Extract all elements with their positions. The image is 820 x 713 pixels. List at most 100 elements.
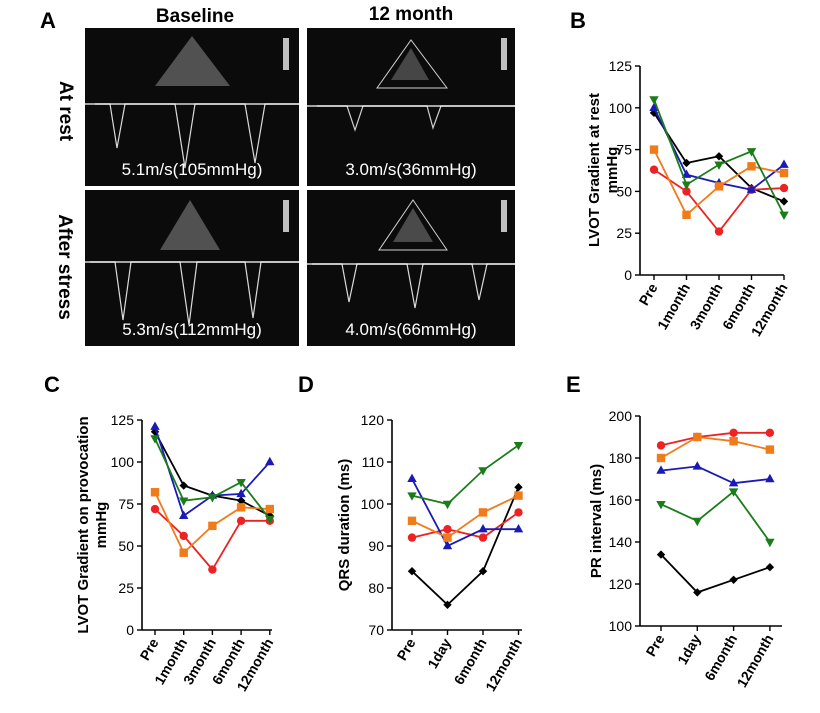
series-3 bbox=[649, 145, 789, 220]
data-point bbox=[265, 515, 275, 525]
data-point bbox=[729, 428, 738, 437]
data-point bbox=[656, 441, 666, 450]
series-2 bbox=[407, 473, 524, 550]
x-tick-label: 6month bbox=[701, 632, 740, 684]
series-0 bbox=[649, 108, 789, 206]
y-axis-label: LVOT Gradient at rest mmHg bbox=[586, 93, 621, 247]
data-point bbox=[728, 478, 739, 487]
velocity-label: 5.1m/s(105mmHg) bbox=[121, 160, 263, 179]
data-point bbox=[765, 428, 775, 437]
echo-image bbox=[307, 38, 515, 132]
echo-baseline-rest: 5.1m/s(105mmHg) bbox=[85, 28, 299, 186]
series-line bbox=[660, 465, 771, 485]
x-tick-label: Pre bbox=[393, 635, 418, 663]
y-tick-label: 125 bbox=[609, 58, 633, 74]
panel-label-d: D bbox=[298, 372, 314, 397]
y-tick-label: 180 bbox=[609, 450, 633, 466]
data-point bbox=[407, 473, 417, 482]
data-point bbox=[682, 210, 691, 220]
data-point bbox=[779, 183, 789, 193]
data-point bbox=[207, 494, 218, 503]
series-1 bbox=[649, 165, 789, 236]
y-tick-label: 100 bbox=[111, 454, 135, 470]
y-axis-label-line: LVOT Gradient on provocation bbox=[75, 416, 92, 633]
y-tick-label: 0 bbox=[624, 267, 632, 283]
y-tick-label: 90 bbox=[368, 538, 384, 554]
data-point bbox=[179, 548, 188, 557]
data-point bbox=[649, 145, 659, 154]
data-point bbox=[714, 182, 724, 191]
panel-label-b: B bbox=[570, 8, 586, 33]
data-point bbox=[729, 437, 738, 446]
y-tick-label: 125 bbox=[111, 412, 135, 428]
data-point bbox=[514, 483, 523, 492]
data-point bbox=[150, 504, 160, 514]
data-point bbox=[179, 497, 189, 506]
data-point bbox=[443, 600, 452, 609]
series-4 bbox=[150, 435, 275, 525]
y-axis-label-line: QRS duration (ms) bbox=[336, 459, 353, 592]
y-axis-label-line: PR interval (ms) bbox=[588, 464, 605, 578]
series-1 bbox=[407, 508, 523, 542]
data-point bbox=[656, 465, 666, 474]
data-point bbox=[714, 227, 724, 236]
data-point bbox=[649, 165, 659, 174]
velocity-label: 5.3m/s(112mmHg) bbox=[122, 320, 262, 339]
data-point bbox=[442, 500, 453, 510]
data-point bbox=[179, 481, 188, 490]
data-point bbox=[728, 488, 739, 497]
x-tick-label: 1day bbox=[424, 635, 454, 671]
y-tick-label: 0 bbox=[126, 622, 134, 638]
series-3 bbox=[150, 488, 274, 557]
chart-panel-b: 0255075100125Pre1month3month6month12mont… bbox=[586, 58, 791, 339]
series-line bbox=[411, 486, 520, 607]
data-point bbox=[656, 550, 666, 559]
data-point bbox=[236, 496, 246, 505]
panel-label-e: E bbox=[566, 372, 581, 397]
data-point bbox=[649, 102, 659, 111]
data-point bbox=[714, 152, 724, 161]
data-point bbox=[407, 516, 417, 525]
series-2 bbox=[649, 102, 789, 193]
y-tick-label: 100 bbox=[361, 496, 385, 512]
x-tick-label: Pre bbox=[635, 280, 660, 308]
data-point bbox=[779, 159, 789, 168]
data-point bbox=[407, 492, 417, 501]
data-point bbox=[693, 588, 702, 597]
series-2 bbox=[656, 461, 775, 487]
data-point bbox=[236, 516, 246, 525]
y-axis-label-line: mmHg bbox=[93, 502, 110, 549]
data-point bbox=[208, 521, 217, 531]
data-point bbox=[746, 184, 757, 193]
series-line bbox=[411, 444, 520, 505]
series-4 bbox=[407, 442, 524, 510]
data-point bbox=[478, 524, 488, 533]
y-tick-label: 50 bbox=[118, 538, 134, 554]
data-point bbox=[513, 442, 524, 451]
series-line bbox=[660, 490, 771, 543]
y-tick-label: 100 bbox=[609, 618, 633, 634]
data-point bbox=[514, 491, 523, 500]
data-point bbox=[656, 453, 666, 463]
y-tick-label: 25 bbox=[118, 580, 134, 596]
series-4 bbox=[656, 488, 775, 548]
data-point bbox=[714, 161, 724, 170]
y-axis-label: PR interval (ms) bbox=[588, 464, 605, 578]
x-tick-label: 1day bbox=[674, 631, 704, 667]
echo-image bbox=[307, 199, 515, 309]
data-point bbox=[478, 533, 488, 542]
data-point bbox=[746, 148, 757, 157]
x-tick-label: 6month bbox=[450, 636, 489, 688]
data-point bbox=[150, 421, 160, 430]
data-point bbox=[681, 169, 692, 178]
y-tick-label: 25 bbox=[616, 225, 632, 241]
data-point bbox=[179, 510, 189, 519]
series-3 bbox=[407, 491, 523, 542]
data-point bbox=[236, 488, 246, 498]
data-point bbox=[682, 187, 691, 196]
y-axis-label-line: mmHg bbox=[604, 147, 621, 194]
series-line bbox=[154, 508, 270, 572]
series-line bbox=[660, 553, 771, 594]
